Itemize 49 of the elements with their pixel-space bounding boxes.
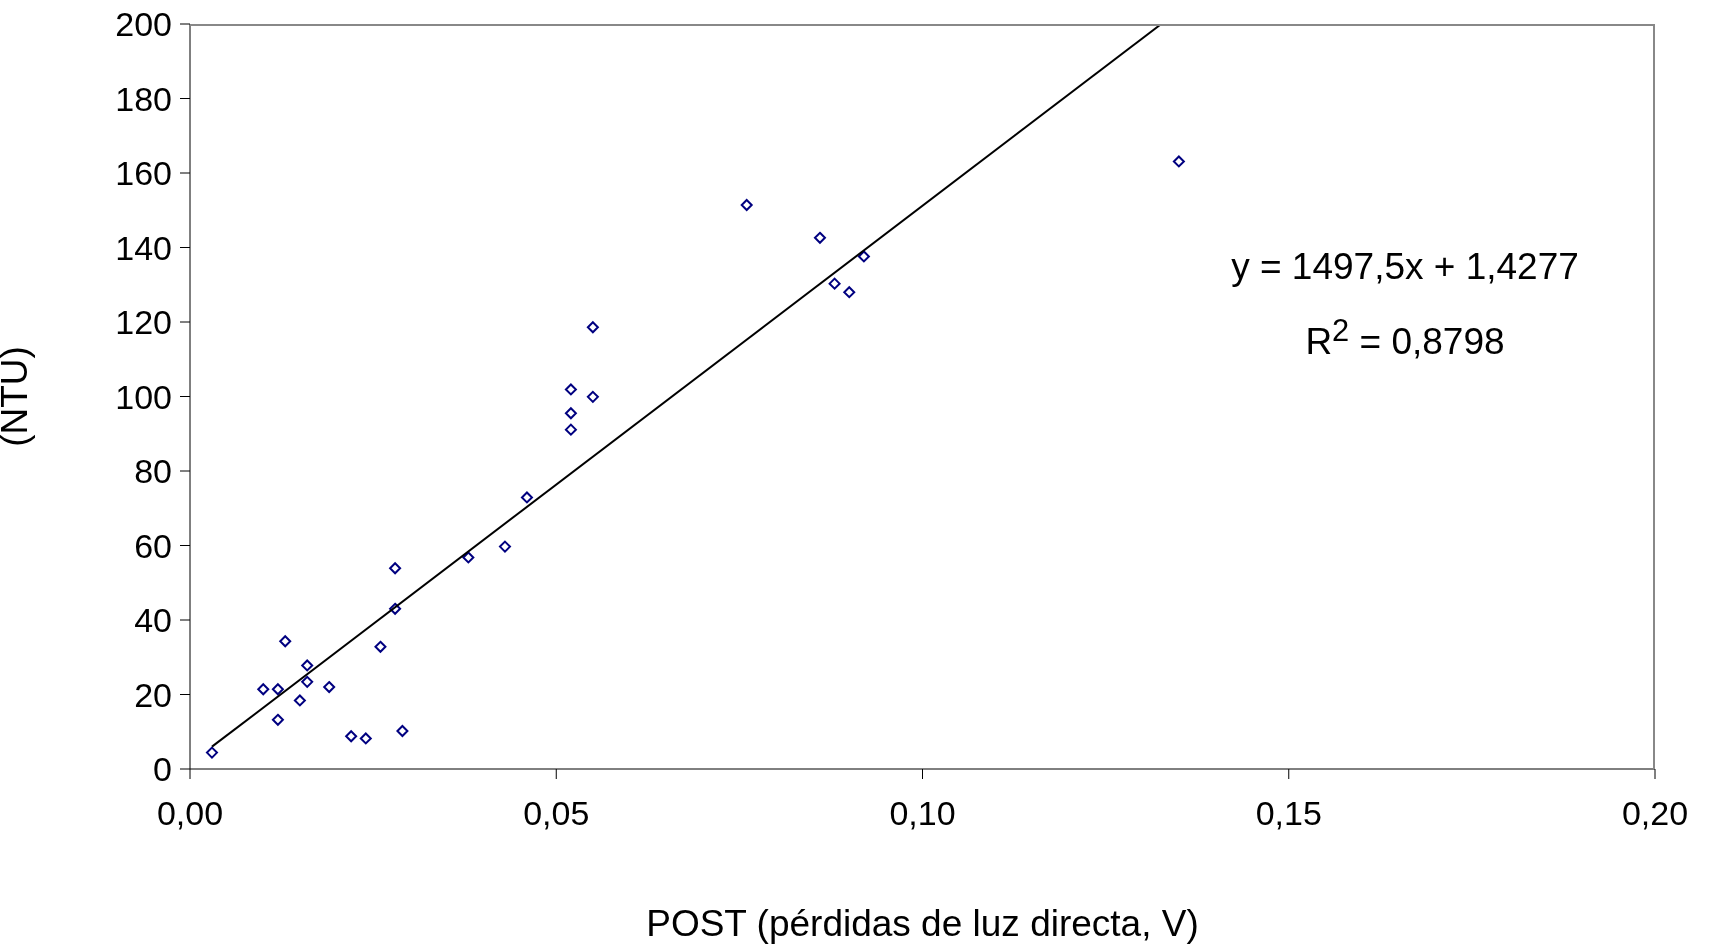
point [498, 540, 511, 553]
point [564, 383, 577, 396]
point [374, 640, 387, 653]
point [396, 725, 409, 738]
y-tick-label: 140 [115, 228, 172, 267]
point [359, 732, 372, 745]
point [586, 390, 599, 403]
point [813, 231, 826, 244]
x-tick-label: 0,20 [1621, 794, 1689, 833]
y-tick-label: 100 [115, 377, 172, 416]
y-tick-label: 20 [134, 675, 172, 714]
y-tick-label: 180 [115, 79, 172, 118]
point [462, 551, 475, 564]
point [345, 730, 358, 743]
y-axis-title: (NTU) [0, 346, 36, 447]
y-tick-label: 200 [115, 5, 172, 44]
point [520, 491, 533, 504]
point [271, 713, 284, 726]
x-axis-title: POST (pérdidas de luz directa, V) [646, 903, 1199, 944]
point [301, 675, 314, 688]
y-tick-label: 160 [115, 154, 172, 193]
point [389, 602, 402, 615]
point [323, 681, 336, 694]
point [389, 562, 402, 575]
point [301, 659, 314, 672]
annotation: R$^{2}$ = 0,8798 [1304, 312, 1506, 365]
point [1172, 155, 1185, 168]
x-tick-label: 0,00 [156, 794, 224, 833]
point [564, 423, 577, 436]
y-tick-label: 80 [134, 452, 172, 491]
annotation: y = 1497,5x + 1,4277 [1230, 245, 1580, 289]
point [293, 694, 306, 707]
point [586, 321, 599, 334]
y-tick-label: 120 [115, 303, 172, 342]
point [828, 277, 841, 290]
y-tick-label: 0 [153, 750, 172, 789]
point [257, 683, 270, 696]
y-tick-label: 60 [134, 526, 172, 565]
point [564, 407, 577, 420]
y-tick-label: 40 [134, 601, 172, 640]
point [740, 199, 753, 212]
point [857, 250, 870, 263]
x-tick-label: 0,10 [889, 794, 956, 833]
point [271, 683, 284, 696]
point [279, 635, 292, 648]
point [205, 746, 218, 759]
x-tick-label: 0,15 [1255, 794, 1322, 833]
point [843, 286, 856, 299]
x-tick-label: 0,05 [523, 794, 590, 833]
